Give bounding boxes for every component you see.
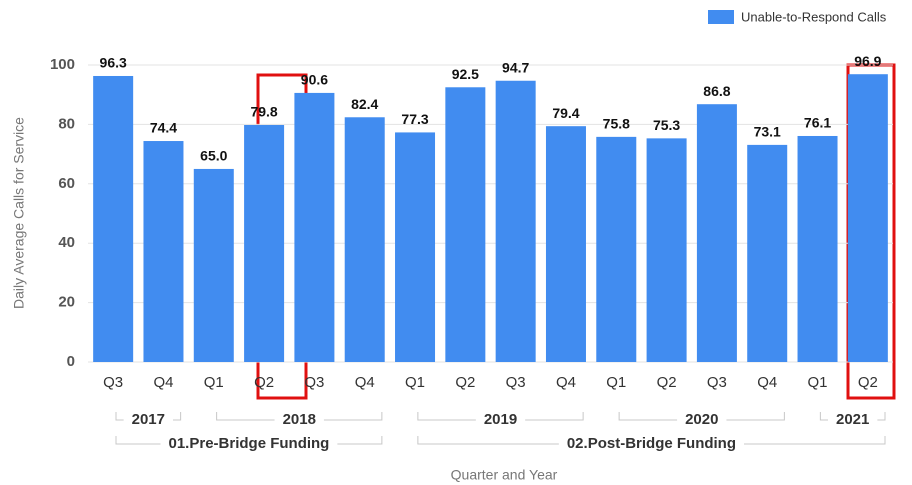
x-tick-label: Q3: [103, 374, 123, 391]
year-label: 2021: [836, 411, 869, 428]
bar: [294, 92, 335, 362]
group-bracket: [216, 412, 383, 421]
group-bracket: [618, 412, 785, 421]
bar: [445, 87, 486, 363]
bar: [596, 136, 637, 362]
x-tick-label: Q2: [858, 374, 878, 391]
year-label: 2018: [283, 411, 316, 428]
y-tick-label: 60: [58, 175, 75, 192]
x-tick-label: Q3: [506, 374, 526, 391]
bar: [545, 126, 586, 362]
value-label: 96.9: [854, 53, 881, 69]
bar: [696, 104, 737, 362]
value-label: 73.1: [754, 124, 781, 140]
value-label: 79.8: [250, 104, 277, 120]
y-tick-label: 100: [50, 56, 75, 73]
bar: [646, 138, 687, 362]
group-bracket: [417, 436, 886, 445]
legend-swatch: [708, 10, 734, 24]
group-bracket: [115, 436, 383, 445]
x-tick-label: Q1: [405, 374, 425, 391]
bar: [747, 144, 788, 362]
x-tick-label: Q4: [355, 374, 375, 391]
value-label: 75.8: [603, 116, 630, 132]
x-tick-label: Q4: [153, 374, 173, 391]
value-label: 96.3: [100, 55, 127, 71]
legend-label: Unable-to-Respond Calls: [741, 9, 887, 24]
period-label: 02.Post-Bridge Funding: [567, 435, 736, 452]
x-tick-label: Q2: [455, 374, 475, 391]
year-label: 2020: [685, 411, 718, 428]
x-tick-label: Q4: [556, 374, 576, 391]
y-tick-label: 0: [67, 353, 75, 370]
bar: [495, 80, 536, 362]
value-label: 75.3: [653, 117, 680, 133]
x-tick-label: Q3: [304, 374, 324, 391]
x-axis-title: Quarter and Year: [451, 467, 558, 483]
value-label: 82.4: [351, 96, 378, 112]
x-tick-label: Q2: [254, 374, 274, 391]
y-tick-label: 40: [58, 234, 75, 251]
bar: [395, 132, 436, 362]
x-tick-label: Q4: [757, 374, 777, 391]
group-bracket: [417, 412, 584, 421]
bar: [93, 75, 134, 362]
value-label: 74.4: [150, 120, 177, 136]
value-label: 92.5: [452, 66, 479, 82]
value-label: 90.6: [301, 72, 328, 88]
year-label: 2017: [132, 411, 165, 428]
bar: [847, 74, 888, 362]
y-tick-label: 80: [58, 115, 75, 132]
bar: [193, 168, 234, 362]
value-label: 76.1: [804, 115, 831, 131]
x-tick-label: Q1: [204, 374, 224, 391]
x-tick-label: Q2: [657, 374, 677, 391]
y-axis-title: Daily Average Calls for Service: [11, 117, 27, 309]
value-label: 77.3: [401, 111, 428, 127]
bar: [244, 124, 285, 362]
value-label: 86.8: [703, 83, 730, 99]
y-tick-label: 20: [58, 294, 75, 311]
bar: [143, 141, 184, 362]
group-bracket: [819, 412, 886, 421]
value-label: 94.7: [502, 59, 529, 75]
group-bracket: [115, 412, 182, 421]
period-label: 01.Pre-Bridge Funding: [169, 435, 330, 452]
bar: [797, 135, 838, 362]
x-tick-label: Q3: [707, 374, 727, 391]
value-label: 65.0: [200, 148, 227, 164]
x-tick-label: Q1: [606, 374, 626, 391]
value-label: 79.4: [552, 105, 579, 121]
year-label: 2019: [484, 411, 517, 428]
x-tick-label: Q1: [808, 374, 828, 391]
bar: [344, 117, 385, 362]
